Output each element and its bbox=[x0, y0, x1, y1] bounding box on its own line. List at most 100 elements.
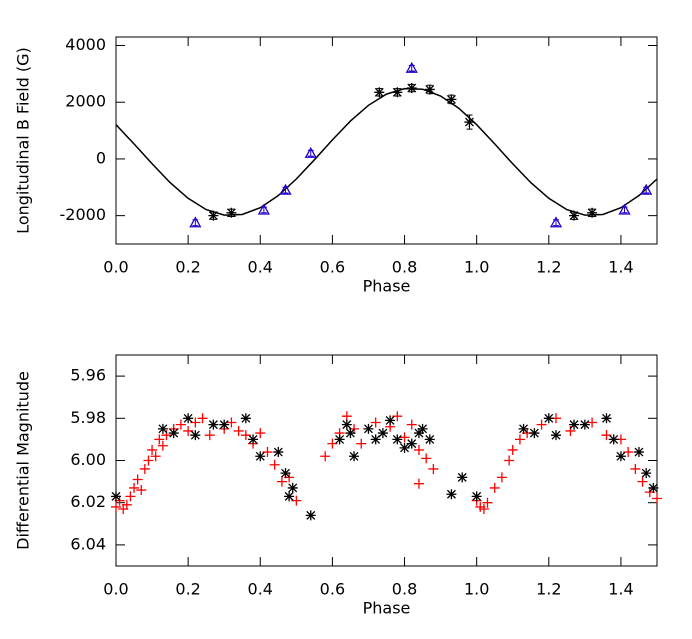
x-tick-label: 0.4 bbox=[248, 580, 273, 599]
error-bar bbox=[282, 186, 289, 194]
error-bar bbox=[408, 64, 415, 72]
asterisk-point bbox=[370, 434, 381, 445]
triangle-point bbox=[279, 183, 292, 195]
asterisk-point bbox=[529, 428, 540, 439]
y-tick-label: 6.00 bbox=[70, 450, 106, 469]
plus-point bbox=[428, 463, 439, 474]
asterisk-point bbox=[406, 83, 417, 94]
triangle-point bbox=[549, 216, 563, 228]
x-tick-label: 0.0 bbox=[103, 580, 128, 599]
asterisk-point bbox=[273, 447, 284, 458]
x-tick-label: 0.4 bbox=[248, 258, 273, 277]
plus-point bbox=[121, 499, 132, 510]
plus-point bbox=[507, 444, 518, 455]
asterisk-point bbox=[633, 447, 644, 458]
asterisk-point bbox=[248, 434, 259, 445]
plus-point bbox=[630, 463, 641, 474]
asterisk-point bbox=[226, 207, 237, 218]
plus-point bbox=[226, 417, 237, 428]
plus-point bbox=[489, 482, 500, 493]
plus-point bbox=[652, 493, 662, 504]
plus-point bbox=[327, 438, 338, 449]
plus-point bbox=[136, 485, 147, 496]
plus-point bbox=[291, 495, 302, 506]
plus-point bbox=[269, 459, 280, 470]
error-bar bbox=[307, 149, 314, 157]
asterisk-point bbox=[183, 413, 194, 424]
plot-frame bbox=[115, 36, 658, 245]
x-axis-title: Phase bbox=[363, 599, 411, 618]
asterisk-point bbox=[190, 430, 201, 441]
plus-point bbox=[190, 417, 201, 428]
plus-point bbox=[255, 428, 266, 439]
asterisk-point bbox=[608, 434, 619, 445]
triangle-point bbox=[257, 203, 270, 215]
asterisk-point bbox=[569, 419, 580, 430]
error-bar bbox=[260, 206, 267, 214]
asterisk-point bbox=[543, 413, 554, 424]
y-tick-label: 4000 bbox=[65, 35, 106, 54]
asterisk-point bbox=[168, 428, 179, 439]
asterisk-point bbox=[464, 117, 475, 128]
asterisk-point bbox=[392, 434, 403, 445]
triangle-point bbox=[618, 203, 631, 215]
plus-point bbox=[341, 411, 352, 422]
asterisk-point bbox=[374, 87, 385, 98]
asterisk-point bbox=[219, 419, 230, 430]
fit-curve bbox=[115, 87, 658, 216]
y-tick-label: 6.04 bbox=[70, 534, 106, 553]
x-tick-label: 0.8 bbox=[392, 258, 417, 277]
plus-point bbox=[139, 463, 150, 474]
plus-point bbox=[132, 474, 143, 485]
plus-point bbox=[623, 447, 634, 458]
x-tick-label: 1.4 bbox=[608, 258, 633, 277]
plot-frame bbox=[115, 354, 658, 567]
plus-point bbox=[125, 491, 136, 502]
plus-point bbox=[392, 411, 403, 422]
plus-point bbox=[157, 440, 168, 451]
plus-point bbox=[482, 497, 493, 508]
asterisk-point bbox=[406, 438, 417, 449]
asterisk-point bbox=[280, 468, 291, 479]
plus-point bbox=[147, 444, 158, 455]
asterisk-point bbox=[334, 434, 345, 445]
triangle-point bbox=[304, 146, 317, 158]
plus-point bbox=[276, 476, 287, 487]
plus-point bbox=[129, 482, 140, 493]
asterisk-point bbox=[641, 468, 652, 479]
asterisk-point bbox=[349, 451, 360, 462]
asterisk-point bbox=[341, 419, 352, 430]
plus-point bbox=[496, 472, 507, 483]
asterisk-point bbox=[287, 482, 298, 493]
asterisk-point bbox=[385, 415, 396, 426]
plus-point bbox=[233, 425, 244, 436]
asterisk-point bbox=[284, 491, 295, 502]
plus-point bbox=[111, 501, 121, 512]
x-axis-title: Phase bbox=[363, 277, 411, 296]
x-tick-label: 1.2 bbox=[536, 258, 561, 277]
y-tick-label: 5.96 bbox=[70, 366, 106, 385]
plus-point bbox=[143, 455, 154, 466]
x-tick-label: 1.4 bbox=[608, 580, 633, 599]
y-tick-label: -2000 bbox=[60, 205, 107, 224]
asterisk-point bbox=[615, 451, 626, 462]
asterisk-point bbox=[157, 423, 168, 434]
triangle-point bbox=[189, 216, 202, 228]
x-tick-label: 0.2 bbox=[175, 580, 200, 599]
plus-point bbox=[262, 447, 273, 458]
asterisk-point bbox=[569, 210, 580, 221]
plus-point bbox=[601, 430, 612, 441]
y-axis-title: Differential Magnitude bbox=[14, 371, 33, 550]
plus-point bbox=[406, 419, 417, 430]
plus-point bbox=[399, 432, 410, 443]
asterisk-point bbox=[208, 419, 219, 430]
asterisk-point bbox=[111, 491, 121, 502]
y-tick-label: 2000 bbox=[65, 92, 106, 111]
error-bar bbox=[192, 219, 199, 227]
y-tick-label: 5.98 bbox=[70, 408, 106, 427]
plus-point bbox=[183, 425, 194, 436]
plus-point bbox=[587, 417, 598, 428]
asterisk-point bbox=[345, 428, 356, 439]
error-bar bbox=[553, 219, 560, 227]
plus-point bbox=[421, 453, 432, 464]
